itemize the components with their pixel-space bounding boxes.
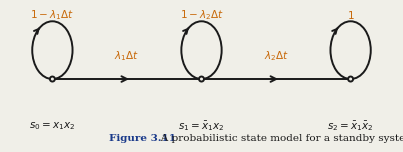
Text: $1 - \lambda_1 \Delta t$: $1 - \lambda_1 \Delta t$	[31, 8, 74, 22]
Text: $s_2 = \bar{x}_1 \bar{x}_2$: $s_2 = \bar{x}_1 \bar{x}_2$	[328, 119, 374, 133]
Text: $1$: $1$	[347, 9, 354, 21]
Text: $s_0 = x_1 x_2$: $s_0 = x_1 x_2$	[29, 120, 75, 132]
Circle shape	[199, 77, 204, 81]
Circle shape	[348, 77, 353, 81]
Text: $\lambda_2 \Delta t$: $\lambda_2 \Delta t$	[264, 49, 289, 63]
Text: A probabilistic state model for a standby system.: A probabilistic state model for a standb…	[151, 134, 403, 143]
Text: $1 - \lambda_2 \Delta t$: $1 - \lambda_2 \Delta t$	[180, 8, 223, 22]
Circle shape	[50, 77, 55, 81]
Text: $s_1 = \bar{x}_1 x_2$: $s_1 = \bar{x}_1 x_2$	[179, 119, 224, 133]
Text: Figure 3.11: Figure 3.11	[109, 134, 176, 143]
Text: $\lambda_1 \Delta t$: $\lambda_1 \Delta t$	[114, 49, 139, 63]
